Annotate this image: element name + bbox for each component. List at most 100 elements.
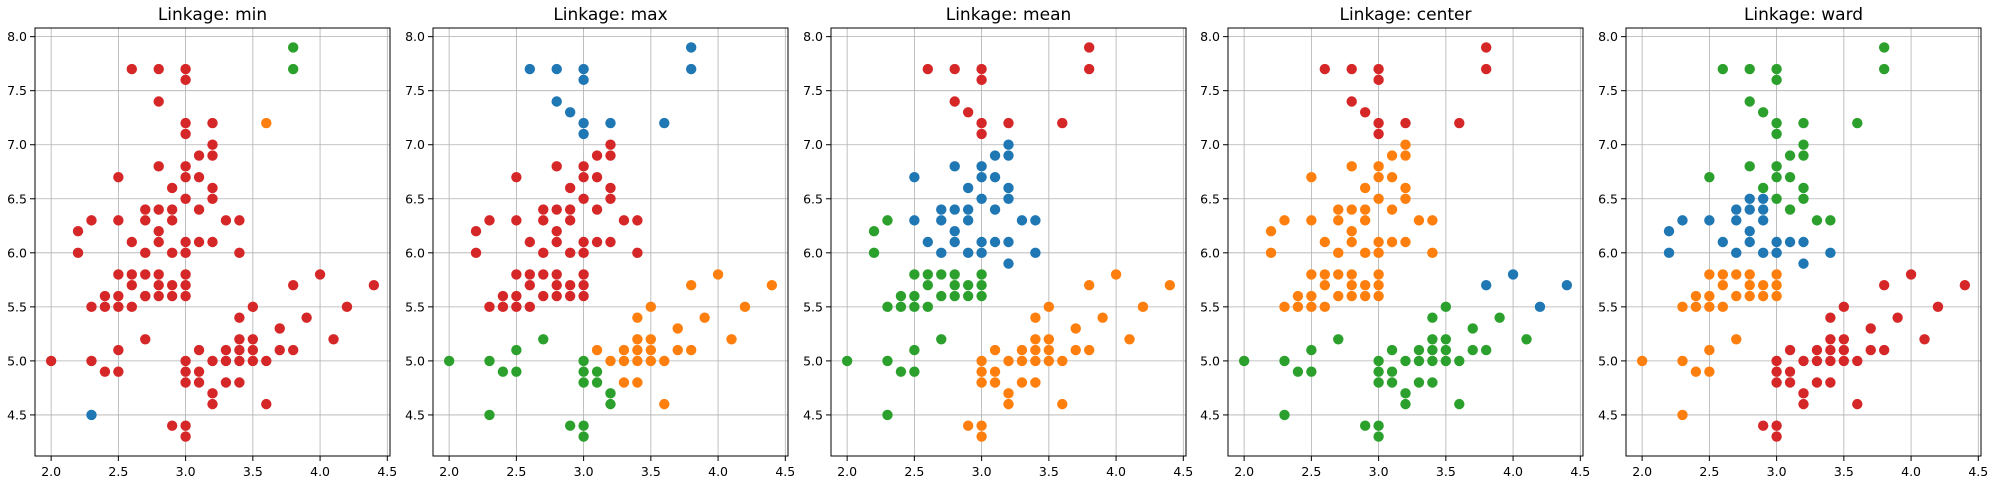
scatter-point: [166, 280, 178, 291]
scatter-point: [207, 388, 218, 399]
scatter-point: [632, 377, 643, 388]
scatter-point: [1003, 258, 1014, 269]
scatter-point: [618, 344, 630, 356]
scatter-point: [922, 269, 934, 280]
scatter-point: [1784, 344, 1796, 356]
scatter-point: [936, 204, 947, 215]
scatter-panel-2: 2.0 2.5 3.0 3.5 4.0 4.5 4.5 5.0 5.5 6.0 6.5 7.0 7.5 8…: [405, 5, 795, 479]
cluster-1: [45, 63, 380, 442]
scatter-point: [949, 161, 960, 172]
scatter-point: [1467, 323, 1478, 334]
scatter-point: [1757, 204, 1769, 215]
scatter-point: [1892, 312, 1903, 323]
scatter-point: [1704, 171, 1715, 183]
cluster-2: [909, 139, 1041, 269]
scatter-point: [180, 377, 191, 388]
scatter-point: [1306, 301, 1317, 313]
y-tick-label: 7.0: [7, 137, 27, 152]
scatter-point: [1771, 128, 1782, 140]
panel-title: Linkage: ward: [1744, 5, 1863, 25]
scatter-point: [1427, 344, 1438, 356]
y-tick-label: 6.5: [405, 191, 425, 206]
scatter-point: [1319, 269, 1331, 280]
scatter-point: [591, 366, 603, 377]
scatter-point: [1744, 290, 1755, 302]
scatter-point: [1373, 236, 1384, 248]
scatter-point: [524, 269, 536, 280]
scatter-point: [1704, 215, 1715, 226]
scatter-point: [976, 171, 987, 183]
scatter-point: [1825, 355, 1836, 367]
scatter-point: [1359, 280, 1371, 291]
scatter-point: [153, 96, 164, 107]
scatter-point: [1878, 63, 1890, 75]
scatter-point: [484, 215, 495, 226]
scatter-point: [180, 171, 191, 183]
scatter-point: [1030, 247, 1041, 259]
scatter-point: [1798, 117, 1809, 129]
scatter-point: [287, 63, 299, 75]
scatter-point: [605, 193, 616, 204]
scatter-point: [1386, 366, 1398, 377]
scatter-point: [261, 355, 272, 367]
scatter-point: [1744, 225, 1755, 237]
y-tick-label: 5.0: [1598, 353, 1618, 368]
scatter-point: [632, 355, 643, 367]
scatter-point: [645, 344, 657, 356]
scatter-point: [1744, 236, 1755, 248]
scatter-point: [578, 117, 589, 129]
scatter-point: [949, 96, 960, 107]
scatter-point: [1825, 215, 1836, 226]
scatter-point: [1400, 182, 1411, 194]
scatter-point: [578, 63, 589, 75]
scatter-point: [1440, 334, 1452, 345]
scatter-point: [113, 171, 124, 183]
scatter-point: [511, 301, 522, 313]
scatter-point: [551, 280, 562, 291]
scatter-point: [1865, 344, 1876, 356]
scatter-point: [1110, 269, 1122, 280]
scatter-point: [989, 204, 1001, 215]
scatter-point: [976, 117, 987, 129]
scatter-point: [140, 204, 151, 215]
scatter-point: [113, 215, 124, 226]
scatter-point: [1798, 258, 1809, 269]
scatter-point: [1030, 377, 1041, 388]
scatter-point: [1717, 236, 1729, 248]
scatter-point: [1359, 215, 1371, 226]
y-tick-label: 7.5: [1200, 83, 1220, 98]
scatter-point: [1731, 247, 1742, 259]
scatter-point: [591, 171, 603, 183]
scatter-point: [1717, 269, 1729, 280]
scatter-point: [1744, 193, 1755, 204]
scatter-point: [1757, 280, 1769, 291]
scatter-point: [1386, 150, 1398, 161]
scatter-point: [1771, 290, 1782, 302]
scatter-point: [1427, 247, 1438, 259]
scatter-point: [113, 301, 124, 313]
scatter-point: [922, 236, 934, 248]
scatter-point: [909, 301, 920, 313]
scatter-point: [1717, 301, 1729, 313]
scatter-point: [1346, 96, 1357, 107]
scatter-point: [1346, 204, 1357, 215]
scatter-point: [484, 301, 495, 313]
scatter-point: [180, 420, 191, 431]
scatter-point: [1771, 280, 1782, 291]
scatter-point: [234, 215, 245, 226]
scatter-point: [180, 269, 191, 280]
scatter-panel-4: 2.0 2.5 3.0 3.5 4.0 4.5 4.5 5.0 5.5 6.0 6.5 7.0 7.5 8…: [1200, 5, 1590, 479]
scatter-point: [1771, 171, 1782, 183]
scatter-point: [1677, 355, 1688, 367]
scatter-point: [936, 334, 947, 345]
scatter-point: [1771, 366, 1782, 377]
scatter-point: [524, 236, 536, 248]
scatter-point: [1811, 377, 1823, 388]
scatter-point: [936, 215, 947, 226]
scatter-point: [1757, 215, 1769, 226]
scatter-point: [962, 107, 974, 118]
scatter-point: [180, 63, 191, 75]
scatter-point: [153, 204, 164, 215]
scatter-point: [538, 269, 549, 280]
y-tick-label: 5.5: [405, 299, 425, 314]
